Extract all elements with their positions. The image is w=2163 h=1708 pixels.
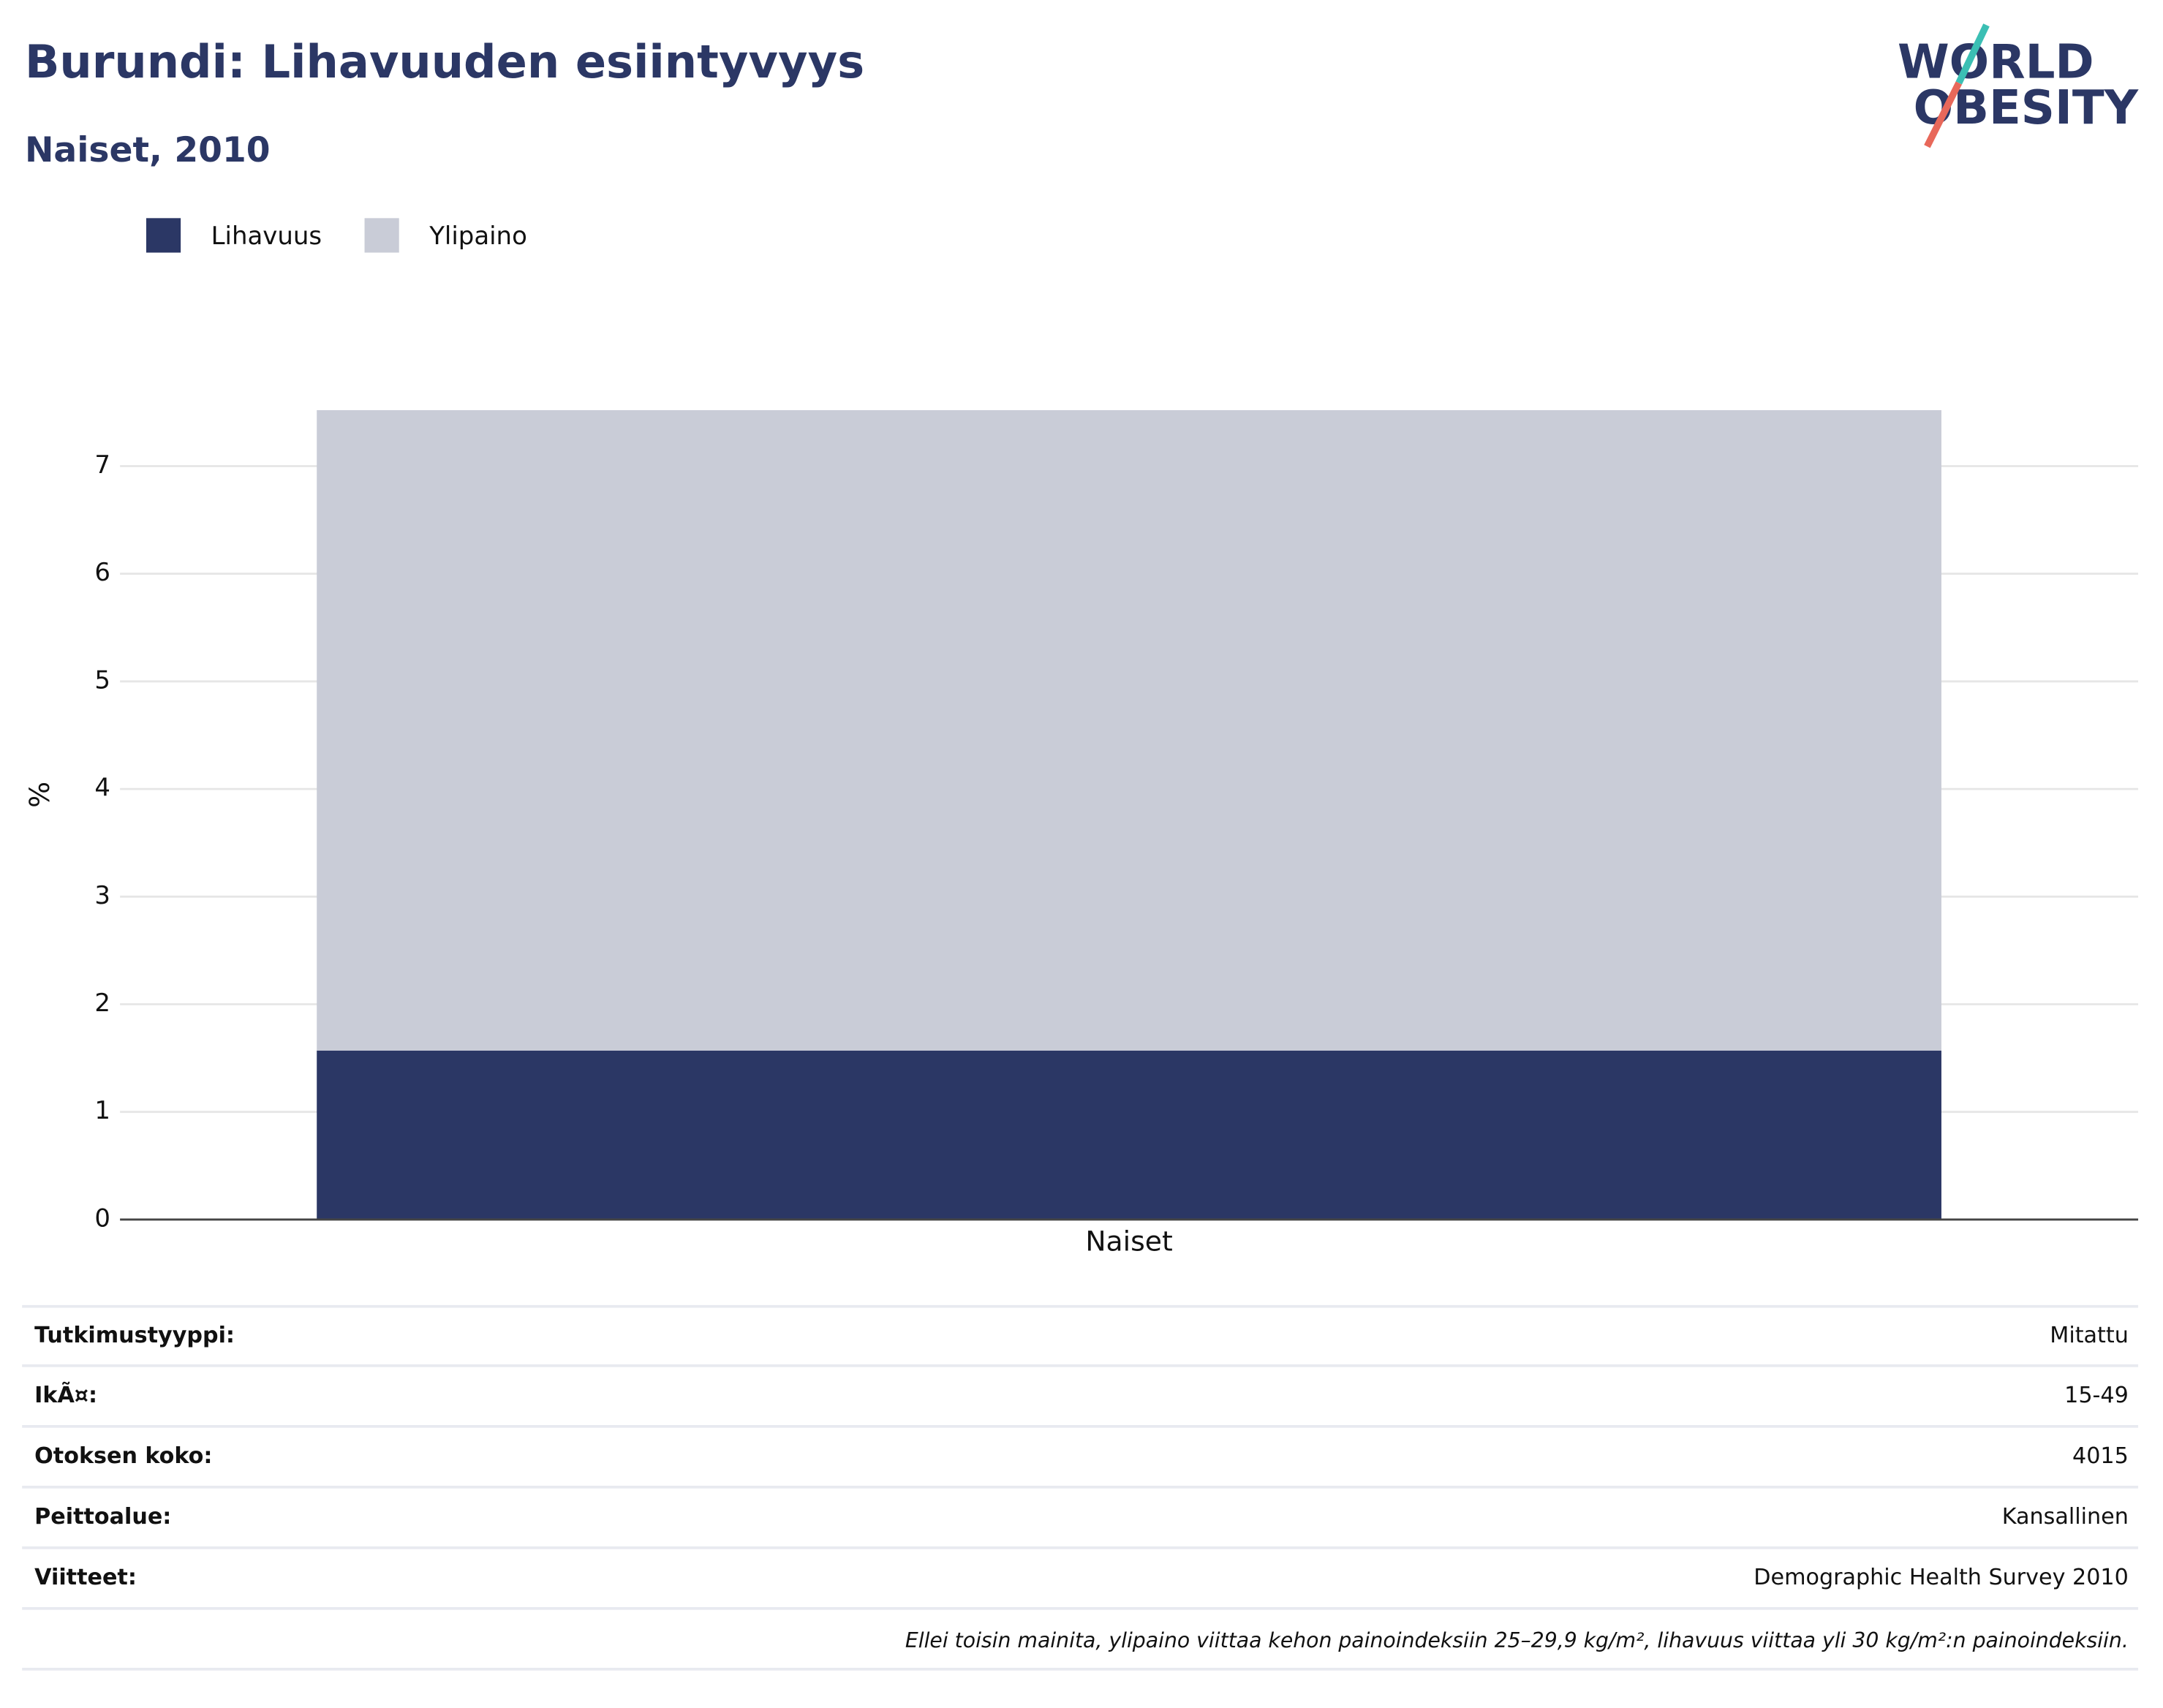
- table-key: Tutkimustyyppi:: [34, 1323, 235, 1348]
- y-tick-label: 5: [94, 665, 110, 695]
- bar-segment: [317, 409, 1941, 1051]
- table-value: Kansallinen: [2002, 1504, 2129, 1530]
- y-tick-label: 3: [94, 881, 110, 910]
- table-value: Demographic Health Survey 2010: [1754, 1565, 2129, 1590]
- y-tick-label: 1: [94, 1096, 110, 1125]
- table-key: Otoksen koko:: [34, 1443, 212, 1469]
- chart-title: Burundi: Lihavuuden esiintyvyys: [25, 35, 864, 88]
- y-tick-label: 0: [94, 1203, 110, 1233]
- legend-swatch: [364, 218, 399, 253]
- footnote: Ellei toisin mainita, ylipaino viittaa k…: [905, 1628, 2129, 1652]
- bar-segment: [317, 1050, 1941, 1220]
- table-value: Mitattu: [2050, 1323, 2129, 1348]
- y-axis-title: %: [23, 782, 56, 808]
- x-tick-label: Naiset: [1085, 1225, 1172, 1257]
- table-value: 4015: [2072, 1443, 2129, 1469]
- logo-text: WORLD: [1898, 35, 2094, 90]
- logo-slash: [1955, 23, 1990, 85]
- table-key: Peittoalue:: [34, 1504, 171, 1530]
- table-value: 15-49: [2064, 1383, 2129, 1408]
- y-tick-label: 4: [94, 774, 110, 803]
- table-key: Viitteet:: [34, 1565, 137, 1590]
- y-tick-label: 7: [94, 450, 110, 480]
- legend-label: Ylipaino: [429, 222, 527, 251]
- logo-text: OBESITY: [1914, 80, 2140, 135]
- chart-subtitle: Naiset, 2010: [25, 130, 271, 170]
- legend-label: Lihavuus: [211, 222, 322, 251]
- logo-slash: [1924, 81, 1963, 148]
- table-key: IkÃ¤:: [34, 1381, 97, 1408]
- y-tick-label: 6: [94, 558, 110, 587]
- y-tick-label: 2: [94, 989, 110, 1018]
- legend-swatch: [146, 218, 181, 253]
